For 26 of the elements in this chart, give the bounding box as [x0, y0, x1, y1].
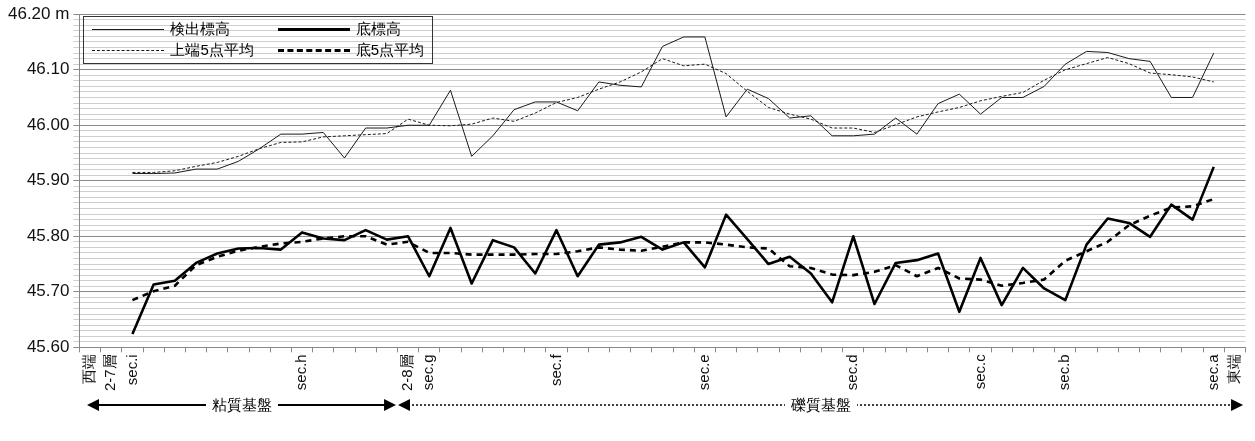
x-tick-label: 東端 — [1225, 354, 1243, 385]
y-tick-label: 45.60 — [26, 337, 70, 357]
y-tick-label: 46.20 m — [7, 3, 70, 23]
x-tick-label: 2-7層 — [101, 354, 119, 392]
x-tick-label: 西端 — [80, 354, 98, 385]
x-tick-label: sec.g — [419, 354, 437, 391]
x-tick-label: sec.h — [292, 354, 310, 391]
text: 礫質基盤 — [785, 395, 857, 415]
x-tick-label: sec.d — [843, 354, 861, 391]
text: 粘質基盤 — [205, 395, 278, 415]
x-tick-label: sec.c — [970, 353, 988, 390]
x-tick-label: sec.e — [695, 354, 713, 391]
x-tick-label: sec.a — [1203, 353, 1221, 391]
x-tick-label: sec.i — [122, 354, 140, 386]
legend-label: 上端5点平均 — [170, 41, 254, 61]
legend-label: 底標高 — [355, 20, 401, 40]
y-tick-label: 46.00 — [26, 114, 70, 134]
legend-label: 底5点平均 — [355, 41, 425, 61]
y-tick-label: 45.80 — [26, 225, 70, 245]
legend-label: 検出標高 — [170, 20, 231, 40]
y-tick-label: 45.90 — [26, 170, 70, 190]
y-tick-label: 45.70 — [26, 281, 70, 301]
x-tick-label: sec.b — [1055, 354, 1073, 391]
x-tick-label: sec.f — [546, 353, 564, 387]
x-tick-label: 2-8層 — [398, 354, 416, 392]
y-tick-label: 46.10 — [26, 59, 70, 79]
